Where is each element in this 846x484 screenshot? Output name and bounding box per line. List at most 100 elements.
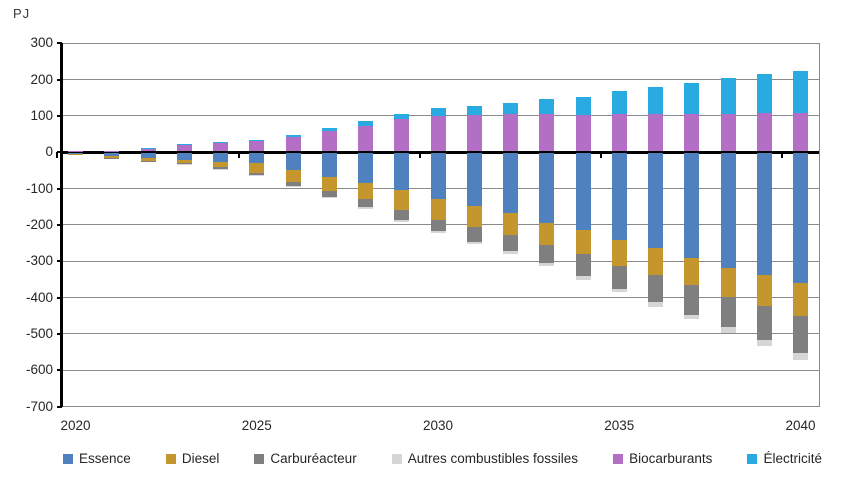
bar-segment-autres-combustibles-fossiles-2026 (285, 185, 301, 187)
bar-segment-essence-2033 (539, 153, 555, 224)
bar-segment-carbur-acteur-2024 (213, 167, 228, 169)
bar-segment-essence-2021 (104, 153, 120, 157)
y-axis-tick-label: 200 (30, 71, 53, 87)
bar-segment-essence-2026 (285, 153, 301, 170)
bar-segment-diesel-2028 (358, 182, 373, 200)
bar-segment-diesel-2033 (539, 223, 555, 246)
bar-segment-autres-combustibles-fossiles-2034 (575, 276, 591, 280)
bar-segment-carbur-acteur-2035 (611, 265, 627, 289)
y-axis-tick-mark (57, 42, 62, 45)
y-axis-tick-label: -200 (25, 216, 53, 232)
legend-swatch-icon (63, 453, 73, 464)
bar-segment-carbur-acteur-2023 (176, 163, 192, 165)
y-axis-tick-label: 0 (45, 144, 53, 160)
y-axis-tick-mark (57, 369, 62, 372)
bar-segment-essence-2038 (720, 153, 736, 268)
bar-segment-biocarburants-2028 (358, 125, 373, 152)
y-axis-tick-mark (57, 260, 62, 263)
y-axis-line (60, 43, 63, 407)
bar-segment--lectricit--2024 (213, 142, 228, 144)
bar-segment--lectricit--2033 (539, 99, 555, 115)
bar-segment-biocarburants-2036 (648, 114, 663, 152)
bar-segment--lectricit--2025 (249, 139, 265, 142)
bar-segment-biocarburants-2027 (321, 131, 337, 152)
bar-segment-essence-2020 (68, 153, 83, 155)
bar-segment--lectricit--2034 (575, 96, 591, 115)
bar-segment-carbur-acteur-2040 (793, 316, 808, 354)
bar-segment-carbur-acteur-2027 (321, 190, 337, 197)
plot-right-border (819, 43, 820, 407)
y-axis-tick-mark (57, 405, 62, 408)
bar-segment-carbur-acteur-2028 (358, 199, 373, 208)
bar-segment-biocarburants-2024 (213, 143, 228, 152)
bar-segment-autres-combustibles-fossiles-2031 (466, 241, 482, 244)
y-axis-tick-mark (57, 151, 62, 154)
bar-segment-diesel-2027 (321, 176, 337, 191)
gridline-y-300 (62, 42, 819, 44)
bar-segment-autres-combustibles-fossiles-2033 (539, 263, 555, 267)
bar-segment-essence-2030 (430, 153, 446, 200)
bar-segment--lectricit--2029 (394, 113, 410, 120)
bar-segment--lectricit--2023 (176, 144, 192, 146)
legend-label: Essence (79, 451, 131, 466)
y-axis-tick-label: -400 (25, 289, 53, 305)
legend-swatch-icon (165, 453, 176, 464)
bar-segment-carbur-acteur-2032 (503, 235, 518, 252)
bar-segment-essence-2022 (140, 153, 156, 159)
bar-segment-carbur-acteur-2038 (720, 296, 736, 328)
legend-swatch-icon (254, 453, 265, 464)
bar-segment-autres-combustibles-fossiles-2028 (358, 207, 373, 209)
legend-item-autres-combustibles-fossiles: Autres combustibles fossiles (391, 451, 578, 466)
y-axis-tick-label: -100 (25, 180, 53, 196)
bar-segment-diesel-2036 (648, 248, 663, 275)
bar-segment-diesel-2026 (285, 169, 301, 183)
x-axis-tick-mark (600, 152, 603, 159)
bar-segment-essence-2036 (648, 153, 663, 249)
bar-segment-biocarburants-2035 (611, 114, 627, 152)
bar-segment-essence-2032 (503, 153, 518, 214)
bar-segment--lectricit--2031 (466, 105, 482, 115)
bar-segment-autres-combustibles-fossiles-2037 (684, 314, 700, 320)
y-axis-tick-label: 300 (30, 35, 53, 51)
bar-segment-biocarburants-2037 (684, 113, 700, 152)
gridline-y--300 (62, 260, 819, 262)
bar-segment-diesel-2024 (213, 161, 228, 168)
bar-segment--lectricit--2035 (611, 91, 627, 115)
x-axis-tick-mark (781, 152, 784, 159)
chart-legend: Essence Diesel Carburéacteur Autres combust… (63, 451, 822, 466)
y-axis-unit-label: PJ (13, 6, 31, 21)
bar-segment--lectricit--2027 (321, 128, 337, 132)
bar-segment-essence-2029 (394, 153, 410, 191)
bar-segment-autres-combustibles-fossiles-2038 (720, 327, 736, 334)
bar-segment-diesel-2021 (104, 156, 120, 158)
bar-segment-diesel-2039 (756, 275, 772, 306)
bar-segment-diesel-2022 (140, 158, 156, 161)
y-axis-tick-mark (57, 296, 62, 299)
bar-segment-diesel-2030 (430, 199, 446, 220)
legend-item-carbur-acteur: Carburéacteur (254, 451, 357, 466)
y-axis-tick-mark (57, 187, 62, 190)
x-axis-tick-label: 2030 (422, 418, 454, 433)
bar-segment-biocarburants-2038 (720, 113, 736, 152)
bar-segment-essence-2025 (249, 153, 265, 163)
legend-label: Diesel (181, 451, 220, 466)
bar-segment-autres-combustibles-fossiles-2029 (394, 220, 410, 223)
bar-segment-essence-2039 (756, 153, 772, 275)
bar-segment-biocarburants-2023 (176, 145, 192, 152)
y-axis-tick-label: -600 (25, 362, 53, 378)
bar-segment-biocarburants-2021 (104, 150, 120, 152)
bar-segment-biocarburants-2030 (430, 115, 446, 152)
legend-item-diesel: Diesel (165, 451, 220, 466)
y-axis-tick-label: -500 (25, 325, 53, 341)
bar-segment-biocarburants-2025 (249, 141, 265, 152)
y-axis-tick-label: 100 (30, 107, 53, 123)
bar-segment-autres-combustibles-fossiles-2040 (793, 353, 808, 360)
x-axis-tick-mark (237, 152, 240, 159)
bar-segment-diesel-2035 (611, 240, 627, 266)
bar-segment-carbur-acteur-2025 (249, 172, 265, 176)
x-axis-tick-mark (56, 152, 59, 159)
bar-segment-essence-2037 (684, 153, 700, 258)
bar-segment-biocarburants-2031 (466, 114, 482, 152)
x-axis-tick-mark (418, 152, 421, 159)
